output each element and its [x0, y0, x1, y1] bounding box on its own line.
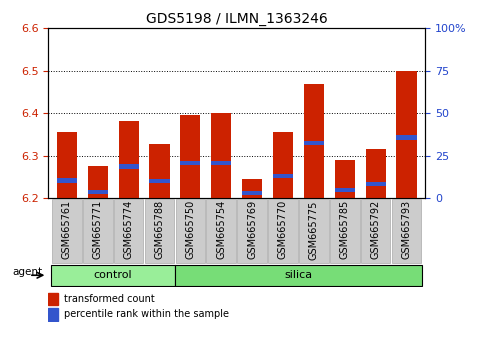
Bar	[299, 199, 329, 263]
Text: transformed count: transformed count	[64, 293, 155, 304]
Text: GSM665754: GSM665754	[216, 200, 226, 259]
Bar	[335, 160, 355, 198]
Bar	[52, 199, 82, 263]
Bar	[88, 166, 108, 198]
Bar	[48, 292, 58, 304]
Bar	[304, 84, 324, 198]
Bar	[237, 199, 267, 263]
Text: control: control	[94, 270, 132, 280]
Bar	[118, 120, 139, 198]
Text: GSM665792: GSM665792	[370, 200, 381, 259]
Bar	[114, 199, 143, 263]
Text: GSM665775: GSM665775	[309, 200, 319, 259]
Bar	[273, 173, 293, 178]
Bar	[211, 113, 231, 198]
Bar	[397, 71, 416, 198]
Bar	[149, 179, 170, 183]
Bar	[206, 199, 236, 263]
Text: GSM665785: GSM665785	[340, 200, 350, 259]
Bar	[242, 179, 262, 198]
Text: GSM665770: GSM665770	[278, 200, 288, 259]
Bar	[366, 149, 385, 198]
Bar	[83, 199, 113, 263]
Bar	[149, 144, 170, 198]
Bar	[88, 190, 108, 194]
Text: GSM665761: GSM665761	[62, 200, 72, 259]
Bar	[57, 178, 77, 183]
Bar	[273, 132, 293, 198]
Text: GSM665769: GSM665769	[247, 200, 257, 259]
Bar	[211, 161, 231, 165]
Bar	[366, 182, 385, 186]
Bar	[180, 161, 200, 165]
Title: GDS5198 / ILMN_1363246: GDS5198 / ILMN_1363246	[146, 12, 327, 26]
Text: GSM665774: GSM665774	[124, 200, 134, 259]
Bar	[330, 199, 359, 263]
Text: GSM665793: GSM665793	[401, 200, 412, 259]
Bar	[51, 265, 175, 286]
Bar	[397, 135, 416, 139]
Text: silica: silica	[284, 270, 313, 280]
Text: GSM665788: GSM665788	[155, 200, 165, 259]
Bar	[57, 132, 77, 198]
Bar	[48, 308, 58, 321]
Bar	[180, 115, 200, 198]
Text: agent: agent	[12, 268, 42, 278]
Bar	[144, 199, 174, 263]
Text: percentile rank within the sample: percentile rank within the sample	[64, 309, 229, 320]
Bar	[175, 265, 422, 286]
Bar	[268, 199, 298, 263]
Bar	[335, 188, 355, 192]
Text: GSM665750: GSM665750	[185, 200, 195, 259]
Bar	[175, 199, 205, 263]
Bar	[392, 199, 421, 263]
Bar	[304, 141, 324, 145]
Bar	[361, 199, 390, 263]
Bar	[242, 191, 262, 195]
Bar	[118, 164, 139, 169]
Text: GSM665771: GSM665771	[93, 200, 103, 259]
